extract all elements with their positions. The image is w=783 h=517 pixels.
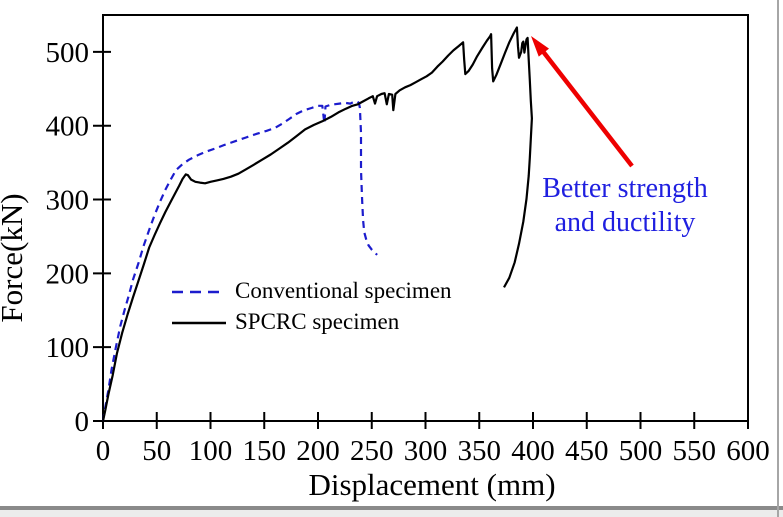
chart-render-layer: 0 50 100 150 200 250 300 350 400 450 500 550 600 0 100…: [46, 14, 770, 467]
annotation-arrowhead-icon: [531, 36, 550, 57]
annotation-text: Better strength and ductility: [515, 172, 735, 240]
annotation-line-1: Better strength: [542, 173, 708, 204]
x-tick-label: 450: [565, 435, 609, 467]
y-tick-label: 300: [46, 185, 90, 217]
y-axis-title: Force(kN): [0, 193, 29, 322]
x-tick-label: 250: [350, 435, 394, 467]
y-tick-label: 400: [46, 111, 90, 143]
annotation-arrow-line: [539, 47, 634, 168]
annotation-line-2: and ductility: [554, 207, 696, 238]
x-tick-label: 300: [404, 435, 448, 467]
legend-label-conventional-specimen: Conventional specimen: [235, 278, 452, 303]
window-bottom-strip: [0, 510, 783, 517]
legend-label-spcrc-specimen: SPCRC specimen: [235, 309, 400, 334]
x-tick-label: 350: [458, 435, 502, 467]
x-tick-label: 600: [726, 435, 770, 467]
series-line-0: [101, 100, 378, 422]
series-line-1: [101, 26, 534, 422]
y-tick-label: 200: [46, 258, 90, 290]
x-tick-label: 50: [142, 435, 171, 467]
x-tick-label: 100: [189, 435, 233, 467]
x-tick-label: 500: [619, 435, 663, 467]
x-tick-label: 550: [673, 435, 717, 467]
x-tick-label: 0: [96, 435, 111, 467]
y-tick-label: 500: [46, 37, 90, 69]
x-axis-title: Displacement (mm): [308, 467, 555, 502]
y-tick-label: 0: [75, 406, 90, 438]
x-tick-label: 150: [243, 435, 287, 467]
window-right-border: [777, 0, 779, 517]
x-tick-label: 400: [511, 435, 555, 467]
y-tick-label: 100: [46, 332, 90, 364]
window-bottom-border: [0, 506, 783, 510]
x-tick-label: 200: [296, 435, 340, 467]
